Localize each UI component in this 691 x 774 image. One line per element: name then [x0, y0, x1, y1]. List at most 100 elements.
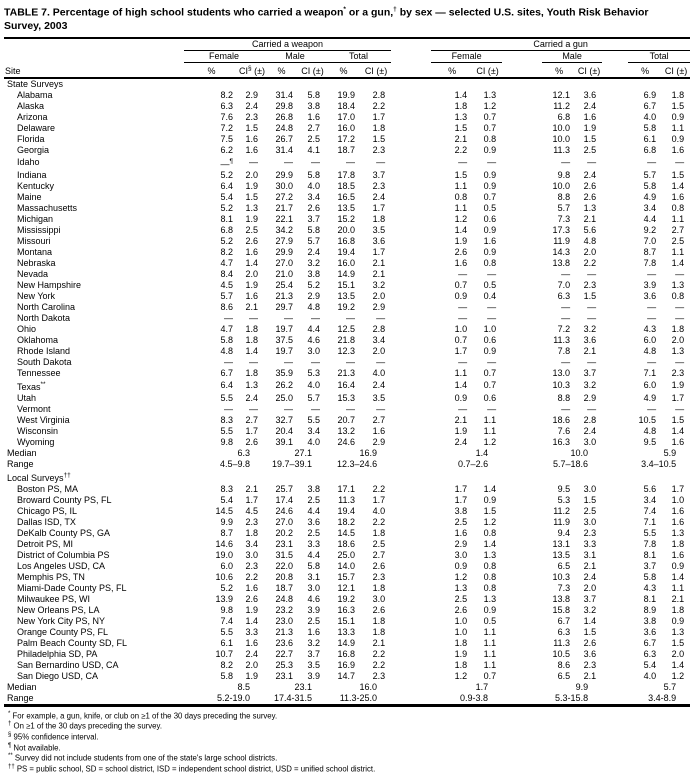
cell-value: 1.1 [671, 582, 685, 593]
cell-value: 17.2 [337, 133, 355, 144]
cell-value: — [224, 403, 233, 414]
column-gap [502, 539, 542, 550]
cell-value: 17.3 [552, 224, 571, 235]
cell-value: 0.9 [671, 560, 685, 571]
cell-value: 4.0 [643, 111, 657, 122]
cell-value: 1.9 [245, 213, 258, 224]
table-row: District of Columbia PS 19.0 3.0 31.5 4.4 25.… [4, 550, 690, 561]
cell-value: 3.0 [307, 582, 320, 593]
cell-value: 1.6 [454, 527, 468, 538]
cell-value: 23.2 [275, 604, 293, 615]
summary-value: 1.4 [475, 447, 489, 458]
cell-value: 19.7 [275, 345, 293, 356]
column-gap [602, 192, 628, 203]
cell-value: 3.5 [307, 659, 320, 670]
cell-value: 2.5 [307, 133, 320, 144]
cell-value: 1.8 [454, 659, 468, 670]
cell-value: 0.8 [454, 191, 468, 202]
cell-value: 0.9 [483, 604, 497, 615]
table-row: Arizona 7.6 2.3 26.8 1.6 17.0 1.7 1.3 0.7 6.8 1.6 4… [4, 112, 690, 123]
column-gap [602, 627, 628, 638]
cell-value: 2.0 [671, 334, 685, 345]
column-gap [602, 134, 628, 145]
cell-value: 0.7 [483, 670, 497, 681]
cell-value: 8.8 [557, 191, 571, 202]
cell-value: 1.4 [483, 538, 497, 549]
cell-value: — [587, 268, 597, 279]
cell-value: 6.0 [220, 560, 233, 571]
cell-value: 1.4 [454, 380, 468, 390]
cell-value: 8.4 [220, 268, 233, 279]
cell-value: 2.9 [372, 301, 386, 312]
column-gap [502, 291, 542, 302]
cell-value: 1.9 [245, 180, 258, 191]
cell-value: 4.8 [643, 425, 657, 436]
cell-value: 1.7 [245, 425, 258, 436]
cell-value: 12.1 [337, 582, 355, 593]
cell-value: 2.1 [372, 268, 386, 279]
cell-value: 2.2 [372, 659, 386, 670]
column-gap [602, 649, 628, 660]
cell-value: — [675, 403, 685, 414]
column-gap [391, 627, 431, 638]
site-cell: Indiana [17, 169, 47, 180]
cell-value: 8.3 [220, 483, 233, 494]
table-row: South Dakota — — — — — — — — — — — — [4, 357, 690, 368]
table-row: Nebraska 4.7 1.4 27.0 3.2 16.0 2.1 1.6 0.8 13.8 2.… [4, 258, 690, 269]
cell-value: 20.7 [337, 414, 355, 425]
cell-value: 1.5 [245, 191, 258, 202]
column-gap [391, 561, 431, 572]
cell-value: 1.8 [671, 604, 685, 615]
cell-value: 2.1 [245, 301, 258, 312]
cell-value: 4.8 [583, 235, 597, 246]
cell-value: 1.7 [372, 111, 386, 122]
column-gap [502, 638, 542, 649]
column-gap [502, 50, 542, 62]
column-gap [502, 506, 542, 517]
site-cell: Miami-Dade County PS, FL [17, 582, 127, 593]
cell-value: 24.8 [275, 593, 293, 604]
cell-value: 2.2 [454, 144, 468, 155]
cell-value: 0.8 [483, 582, 497, 593]
cell-value: 1.3 [671, 345, 685, 356]
column-gap [502, 225, 542, 236]
cell-value: — [376, 157, 386, 167]
cell-value: 1.6 [245, 246, 258, 257]
cell-value: 2.4 [454, 436, 468, 447]
cell-value: 4.0 [643, 670, 657, 681]
cell-value: 2.4 [583, 169, 597, 180]
cell-value: 1.7 [454, 483, 468, 494]
cell-value: 3.2 [307, 257, 320, 268]
column-gap [391, 335, 431, 346]
cell-value: 1.8 [454, 637, 468, 648]
column-gap [602, 280, 628, 291]
cell-value: 3.5 [372, 224, 386, 235]
subheader-gun-female: Female [431, 50, 503, 63]
column-gap [502, 682, 542, 693]
cell-value: — [561, 312, 571, 323]
cell-value: 2.3 [372, 670, 386, 681]
cell-value: 13.8 [552, 593, 571, 604]
cell-value: 3.6 [307, 516, 320, 527]
footnote-line: § 95% confidence interval. [8, 731, 99, 742]
cell-value: 0.8 [483, 133, 497, 144]
column-gap [602, 258, 628, 269]
cell-value: 17.8 [337, 169, 355, 180]
site-cell: DeKalb County PS, GA [17, 527, 111, 538]
cell-value: 1.5 [583, 133, 597, 144]
cell-value: 0.9 [483, 345, 497, 356]
cell-value: — [458, 312, 468, 323]
cell-value: 14.5 [215, 505, 233, 516]
cell-value: —¶ [220, 157, 234, 169]
site-cell: Delaware [17, 122, 56, 133]
table-row: West Virginia 8.3 2.7 32.7 5.5 20.7 2.7 2.1 1.1 1… [4, 415, 690, 426]
summary-value: 19.7–39.1 [271, 458, 312, 469]
cell-value: 8.6 [557, 659, 571, 670]
cell-value: 1.5 [671, 637, 685, 648]
cell-value: 7.1 [643, 516, 657, 527]
column-gap [502, 236, 542, 247]
cell-value: — [249, 312, 258, 323]
column-gap [602, 393, 628, 404]
cell-value: 39.1 [275, 436, 293, 447]
cell-value: 13.2 [337, 425, 355, 436]
